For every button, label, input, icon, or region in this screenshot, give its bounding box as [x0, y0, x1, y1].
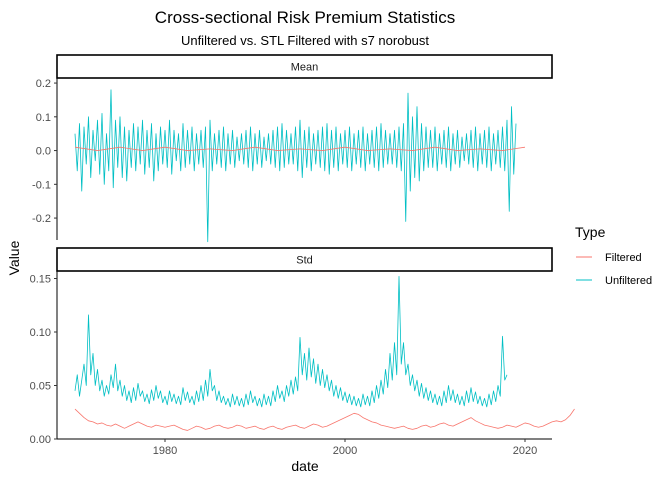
- x-tick-label: 1980: [153, 445, 177, 457]
- facet-strip-label-mean: Mean: [291, 62, 319, 74]
- y-tick-label-std: 0.00: [30, 434, 51, 446]
- x-axis: 1980 2000 2020: [57, 438, 552, 457]
- y-axis-title: Value: [6, 240, 22, 275]
- legend-entry-filtered: Filtered: [576, 252, 642, 264]
- legend-entry-unfiltered: Unfiltered: [576, 275, 652, 287]
- series-line-filtered-mean: [74, 146, 526, 151]
- series-line-filtered-std: [74, 408, 575, 431]
- x-tick-label: 2000: [333, 445, 357, 457]
- y-tick-label-mean: -0.1: [32, 179, 51, 191]
- x-tick-label: 2020: [513, 445, 537, 457]
- y-tick-label-mean: 0.1: [36, 112, 51, 124]
- series-line-unfiltered-mean: [74, 89, 517, 243]
- facet-strip-label-std: Std: [296, 255, 313, 267]
- y-tick-label-std: 0.05: [30, 380, 51, 392]
- series-line-unfiltered-std: [74, 275, 508, 408]
- y-tick-label-std: 0.10: [30, 327, 51, 339]
- y-tick-label-mean: 0.2: [36, 78, 51, 90]
- x-axis-title: date: [291, 458, 318, 474]
- y-tick-label-mean: -0.2: [32, 213, 51, 225]
- chart-title: Cross-sectional Risk Premium Statistics: [155, 8, 455, 27]
- facet-panel-mean: Mean 0.2 0.1 0.0 -0.1 -0.2: [32, 54, 553, 243]
- legend-title: Type: [575, 224, 606, 240]
- y-tick-label-mean: 0.0: [36, 146, 51, 158]
- y-tick-label-std: 0.15: [30, 273, 51, 285]
- legend: Type Filtered Unfiltered: [575, 224, 652, 287]
- facet-panel-std: Std 0.15 0.10 0.05 0.00: [30, 247, 575, 446]
- facet-strip-std: [56, 247, 553, 272]
- legend-label-unfiltered: Unfiltered: [605, 275, 652, 287]
- chart-subtitle: Unfiltered vs. STL Filtered with s7 noro…: [181, 33, 429, 48]
- legend-label-filtered: Filtered: [605, 252, 642, 264]
- facet-strip-mean: [56, 54, 553, 79]
